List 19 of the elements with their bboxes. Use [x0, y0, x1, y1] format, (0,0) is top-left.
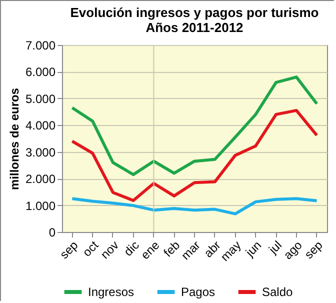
line-series: [70, 108, 318, 202]
x-tick-label: sep: [57, 238, 81, 262]
legend-label: Ingresos: [88, 285, 134, 299]
y-tick-label: 5.000: [25, 92, 56, 106]
line-series: [70, 76, 318, 176]
y-tick-label: 2.000: [25, 172, 56, 186]
y-axis-title: millones de euros: [7, 88, 22, 190]
y-tick-label: 4.000: [25, 118, 56, 133]
legend-label: Pagos: [181, 285, 216, 299]
x-tick-label: may: [218, 238, 244, 264]
y-tick-label: 6.000: [25, 65, 56, 80]
y-tick-label: 7.000: [25, 38, 56, 52]
y-tick-label: 0: [48, 226, 56, 240]
chart-title: Evolución ingresos y pagos por turismo Años 2011-2012: [70, 5, 319, 35]
x-tick-label: jun: [242, 238, 264, 260]
y-tick-label: 3.000: [25, 145, 56, 160]
legend-label: Saldo: [262, 285, 294, 299]
line-series: [70, 197, 318, 216]
y-tick-label: 1.000: [25, 198, 56, 213]
